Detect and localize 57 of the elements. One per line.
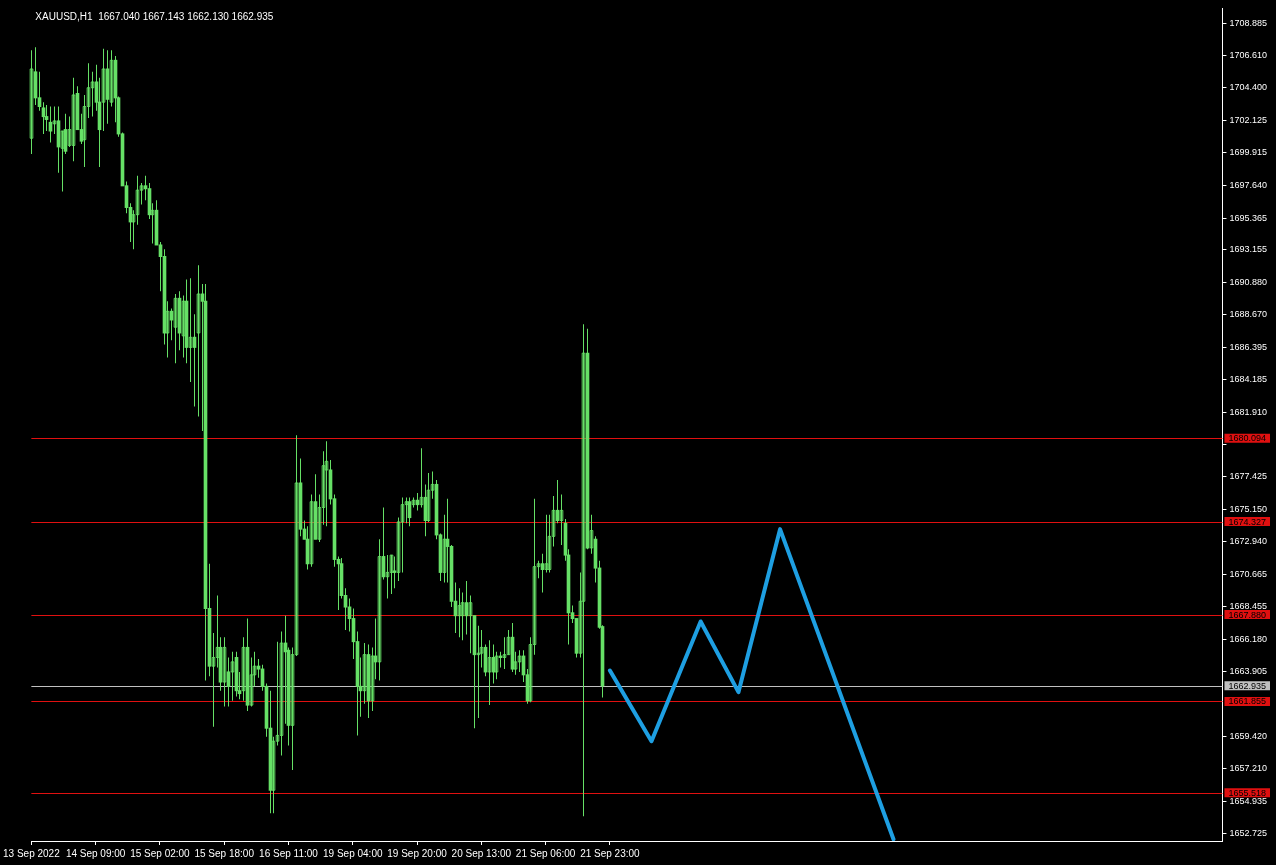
candlestick [135,175,140,225]
ref-line-label: 1667.880 [1228,609,1267,620]
ref-line-label: 1661.855 [1228,696,1267,707]
candlestick [400,497,405,573]
y-tick-label: 1686.395 [1229,341,1268,352]
x-tick-label: 14 Sep 09:00 [65,847,126,859]
ref-line-label: 1674.327 [1228,516,1267,527]
candlestick [309,494,314,567]
y-tick-label: 1697.640 [1229,179,1268,190]
x-tick-label: 21 Sep 23:00 [580,847,641,859]
chart-title: XAUUSD,H1 1667.040 1667.143 1662.130 1662.935 [35,11,274,23]
candlestick [468,595,473,654]
x-tick-label: 19 Sep 04:00 [323,847,383,859]
candlestick [362,643,367,704]
x-tick-label: 16 Sep 11:00 [259,847,319,859]
y-tick-label: 1699.915 [1229,146,1268,157]
y-tick-label: 1688.670 [1229,309,1268,320]
y-tick-label: 1654.935 [1229,795,1268,806]
y-tick-label: 1684.185 [1229,373,1268,384]
x-tick-label: 15 Sep 02:00 [130,847,191,859]
y-tick-label: 1706.610 [1229,50,1268,61]
x-tick-label: 20 Sep 13:00 [451,847,512,859]
y-tick-label: 1708.885 [1229,17,1268,28]
x-tick-label: 21 Sep 06:00 [515,847,576,859]
candlestick [90,71,95,117]
x-tick-label: 15 Sep 18:00 [194,847,255,859]
candlestick [279,631,284,756]
ref-line-label: 1680.094 [1228,433,1267,444]
y-tick-label: 1695.365 [1229,212,1268,223]
y-tick-label: 1704.400 [1229,82,1268,93]
y-tick-label: 1677.425 [1229,471,1268,482]
candlestick [544,514,549,573]
ref-line-label: 1662.935 [1228,680,1267,691]
y-tick-label: 1652.725 [1229,827,1268,838]
y-tick-label: 1670.665 [1229,568,1268,579]
y-tick-label: 1693.155 [1229,244,1268,255]
y-tick-label: 1672.940 [1229,536,1268,547]
candlestick [109,50,114,107]
ref-line-label: 1655.518 [1228,787,1267,798]
y-tick-label: 1681.910 [1229,406,1268,417]
candlestick [404,497,409,524]
y-tick-label: 1690.880 [1229,277,1268,288]
y-tick-label: 1657.210 [1229,762,1268,773]
candlestick [559,494,564,545]
candlestick [29,50,34,155]
candlestick [460,592,465,641]
y-tick-label: 1663.905 [1229,666,1268,677]
candlestick [457,588,462,638]
x-tick-label: 19 Sep 20:00 [387,847,448,859]
y-tick-label: 1675.150 [1229,504,1268,515]
x-tick-label: 13 Sep 2022 [3,847,61,859]
y-tick-label: 1702.125 [1229,115,1268,126]
y-tick-label: 1666.180 [1229,633,1268,644]
y-tick-label: 1668.455 [1229,600,1268,611]
candlestick [181,295,186,358]
y-tick-label: 1659.420 [1229,731,1268,742]
candlestick [547,514,552,573]
